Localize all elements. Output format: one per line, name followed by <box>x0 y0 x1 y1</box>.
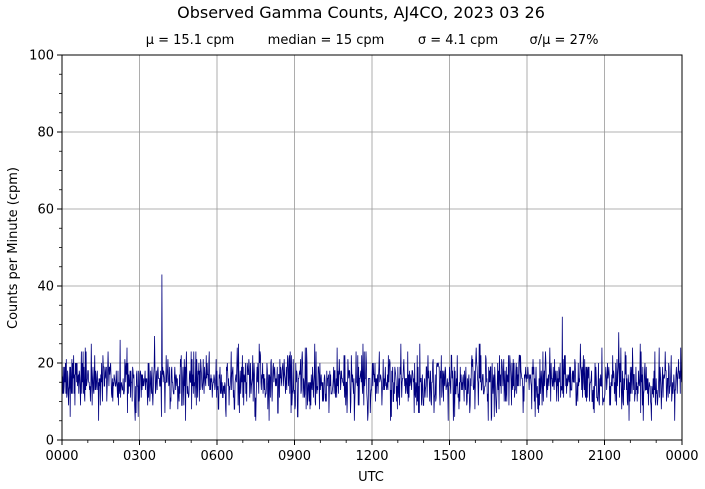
x-tick-label: 1500 <box>433 449 466 464</box>
x-tick-label: 1200 <box>355 449 388 464</box>
subtitle-sigma: σ = 4.1 cpm <box>418 33 498 48</box>
y-tick-label: 100 <box>29 49 54 64</box>
y-tick-label: 80 <box>37 126 54 141</box>
x-axis-ticks: 0000 0300 0600 0900 1200 1500 1800 2100 0000 <box>45 440 699 464</box>
x-tick-label: 1800 <box>510 449 543 464</box>
subtitle-ratio: σ/μ = 27% <box>530 33 599 48</box>
grid <box>62 55 682 440</box>
x-axis-label: UTC <box>358 470 384 485</box>
chart-subtitle: μ = 15.1 cpm median = 15 cpm σ = 4.1 cpm… <box>146 33 599 48</box>
x-tick-label: 0000 <box>45 449 78 464</box>
x-tick-label: 0000 <box>665 449 698 464</box>
y-tick-label: 20 <box>37 357 54 372</box>
chart-title: Observed Gamma Counts, AJ4CO, 2023 03 26 <box>177 3 545 22</box>
y-tick-label: 0 <box>46 434 54 449</box>
subtitle-median: median = 15 cpm <box>268 33 385 48</box>
x-tick-label: 0900 <box>278 449 311 464</box>
x-tick-label: 0300 <box>123 449 156 464</box>
x-tick-label: 2100 <box>588 449 621 464</box>
y-axis-label: Counts per Minute (cpm) <box>6 167 21 329</box>
x-tick-label: 0600 <box>200 449 233 464</box>
series-line <box>61 274 683 421</box>
y-axis-ticks: 0 20 40 60 80 100 <box>29 49 62 449</box>
subtitle-mean: μ = 15.1 cpm <box>146 33 235 48</box>
y-tick-label: 40 <box>37 280 54 295</box>
series-layer <box>61 274 683 421</box>
y-tick-label: 60 <box>37 203 54 218</box>
